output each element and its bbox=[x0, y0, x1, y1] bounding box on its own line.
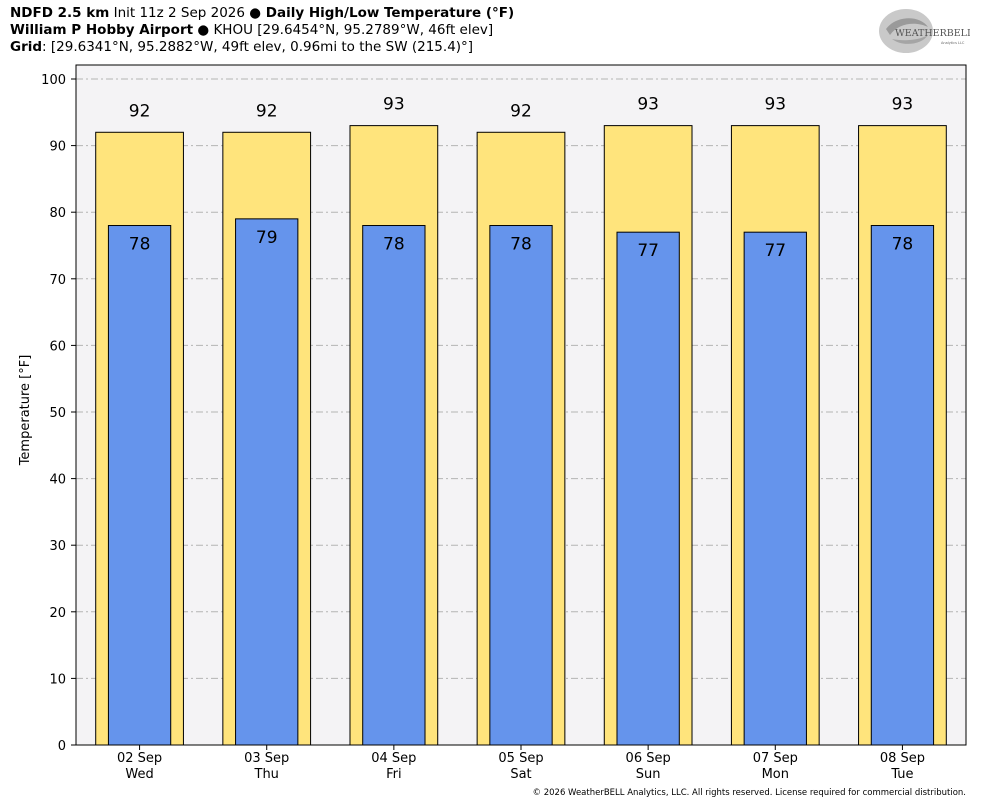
y-tick-label: 0 bbox=[58, 739, 66, 754]
x-tick-date: 06 Sep bbox=[626, 751, 671, 766]
bar-low bbox=[489, 225, 553, 746]
data-labels: 92 78 92 79 93 78 92 78 93 77 93 77 93 78 bbox=[129, 95, 913, 262]
copyright-footer: © 2026 WeatherBELL Analytics, LLC. All r… bbox=[532, 788, 966, 798]
low-value-label: 77 bbox=[637, 241, 659, 261]
chart-header: NDFD 2.5 km Init 11z 2 Sep 2026 ● Daily … bbox=[10, 5, 514, 56]
high-value-label: 92 bbox=[510, 101, 532, 121]
bar-low bbox=[107, 225, 172, 746]
high-value-label: 93 bbox=[764, 95, 786, 115]
y-tick-label: 50 bbox=[49, 406, 66, 421]
chart-title: Daily High/Low Temperature (°F) bbox=[261, 5, 515, 21]
x-tick-date: 04 Sep bbox=[371, 751, 416, 766]
high-value-label: 92 bbox=[129, 101, 151, 121]
y-tick-label: 40 bbox=[49, 473, 66, 488]
x-tick-date: 03 Sep bbox=[244, 751, 289, 766]
y-tick-label: 20 bbox=[49, 606, 66, 621]
bullet-separator: ● bbox=[249, 5, 262, 21]
x-tick-day: Fri bbox=[386, 767, 402, 782]
bullet-separator: ● bbox=[193, 22, 214, 38]
logo-swirl bbox=[879, 9, 933, 53]
low-value-label: 79 bbox=[256, 228, 278, 248]
low-value-label: 78 bbox=[383, 235, 405, 255]
bar-low bbox=[235, 218, 299, 746]
y-tick-label: 90 bbox=[49, 140, 66, 155]
logo-swirl-arc bbox=[886, 18, 928, 35]
high-value-label: 93 bbox=[892, 95, 914, 115]
x-tick-day: Mon bbox=[762, 767, 789, 782]
x-tick-date: 05 Sep bbox=[498, 751, 543, 766]
model-name: NDFD 2.5 km bbox=[10, 5, 110, 21]
y-axis-label: Temperature [°F] bbox=[18, 355, 33, 467]
x-tick-date: 02 Sep bbox=[117, 751, 162, 766]
y-axis: 0 10 20 30 40 50 60 70 80 90 100 bbox=[41, 73, 76, 754]
x-tick-day: Tue bbox=[890, 767, 913, 782]
low-value-label: 78 bbox=[129, 235, 151, 255]
x-tick-date: 07 Sep bbox=[753, 751, 798, 766]
header-line-1: NDFD 2.5 km Init 11z 2 Sep 2026 ● Daily … bbox=[10, 5, 514, 22]
logo-text: WEATHERBELL bbox=[895, 28, 970, 39]
station-name: William P Hobby Airport bbox=[10, 22, 194, 38]
high-value-label: 93 bbox=[637, 95, 659, 115]
weatherbell-logo: WEATHERBELL Analytics LLC bbox=[879, 9, 970, 53]
high-value-label: 93 bbox=[383, 95, 405, 115]
low-value-label: 78 bbox=[510, 235, 532, 255]
bar-low bbox=[743, 231, 807, 746]
grid-label: Grid bbox=[10, 39, 43, 55]
x-tick-day: Thu bbox=[254, 767, 279, 782]
low-value-label: 78 bbox=[892, 235, 914, 255]
x-tick-date: 08 Sep bbox=[880, 751, 925, 766]
x-tick-day: Wed bbox=[125, 767, 153, 782]
y-tick-label: 10 bbox=[49, 672, 66, 687]
logo-swirl-arc bbox=[892, 35, 928, 44]
bar-low bbox=[616, 231, 680, 746]
y-tick-label: 30 bbox=[49, 539, 66, 554]
low-value-label: 77 bbox=[764, 241, 786, 261]
bar-low bbox=[362, 225, 426, 746]
init-time: Init 11z 2 Sep 2026 bbox=[109, 5, 250, 21]
y-tick-label: 60 bbox=[49, 339, 66, 354]
bars bbox=[95, 125, 947, 746]
x-tick-day: Sun bbox=[636, 767, 661, 782]
y-tick-label: 80 bbox=[49, 206, 66, 221]
y-tick-label: 70 bbox=[49, 273, 66, 288]
high-value-label: 92 bbox=[256, 101, 278, 121]
grid-coords: : [29.6341°N, 95.2882°W, 49ft elev, 0.96… bbox=[42, 39, 474, 55]
x-tick-day: Sat bbox=[510, 767, 531, 782]
header-line-3: Grid: [29.6341°N, 95.2882°W, 49ft elev, … bbox=[10, 39, 514, 56]
station-coords: KHOU [29.6454°N, 95.2789°W, 46ft elev] bbox=[213, 22, 494, 38]
y-tick-label: 100 bbox=[41, 73, 66, 88]
logo-subtext: Analytics LLC bbox=[941, 41, 965, 45]
bar-low bbox=[870, 225, 935, 746]
header-line-2: William P Hobby Airport ● KHOU [29.6454°… bbox=[10, 22, 514, 39]
